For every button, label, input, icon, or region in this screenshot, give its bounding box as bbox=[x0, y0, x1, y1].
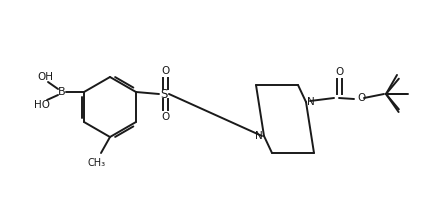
Text: HO: HO bbox=[34, 100, 50, 110]
Text: N: N bbox=[255, 131, 263, 141]
Text: S: S bbox=[160, 88, 168, 101]
Text: O: O bbox=[162, 66, 170, 76]
Text: O: O bbox=[357, 93, 365, 103]
Text: CH₃: CH₃ bbox=[88, 158, 106, 168]
Text: O: O bbox=[162, 112, 170, 122]
Text: OH: OH bbox=[37, 72, 53, 82]
Text: O: O bbox=[335, 67, 343, 77]
Text: B: B bbox=[58, 87, 66, 97]
Text: N: N bbox=[307, 97, 315, 107]
